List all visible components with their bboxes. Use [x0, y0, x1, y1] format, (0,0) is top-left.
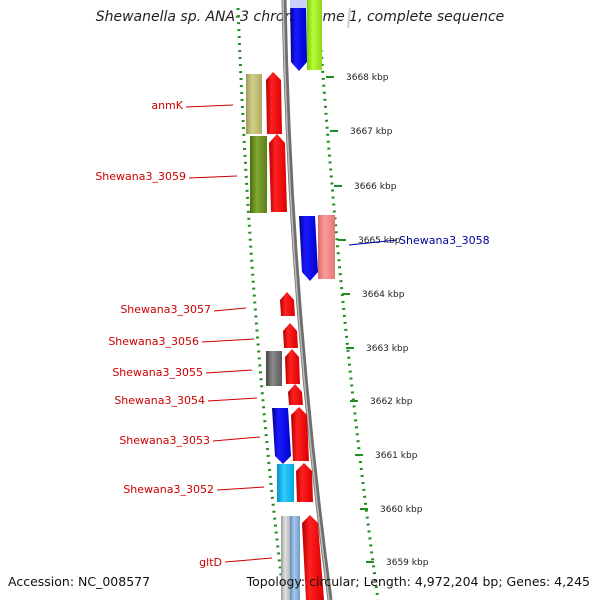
- gene-feature-3052-cyan[interactable]: [277, 464, 294, 502]
- label-leader-line: [201, 338, 255, 343]
- gene-feature-gltd-light[interactable]: [281, 516, 291, 600]
- gene-feature-3052[interactable]: [296, 463, 313, 502]
- label-leader-line: [212, 436, 261, 442]
- gene-feature-lime-top[interactable]: [307, 0, 322, 70]
- gene-feature-3053[interactable]: [272, 408, 291, 464]
- gene-feature-3059[interactable]: [269, 134, 287, 212]
- scale-tick-label: 3660 kbp: [380, 505, 423, 515]
- gene-label[interactable]: Shewana3_3052: [123, 483, 214, 496]
- gene-label[interactable]: Shewana3_3053: [119, 434, 210, 447]
- topology-text: Topology: circular; Length: 4,972,204 bp…: [246, 574, 590, 589]
- gene-feature-3055-gray[interactable]: [266, 351, 282, 386]
- label-leader-line: [205, 369, 253, 374]
- label-leader-line: [348, 239, 398, 246]
- gene-feature-3058-salmon[interactable]: [318, 215, 335, 279]
- scale-tick-label: 3666 kbp: [354, 182, 397, 192]
- gene-labels: anmK Shewana3_3059 Shewana3_3058 Shewana3_3…: [95, 99, 489, 569]
- scale-tick-label: 3663 kbp: [366, 344, 409, 354]
- gene-feature-anmk[interactable]: [266, 72, 282, 134]
- gene-label[interactable]: Shewana3_3055: [112, 366, 203, 379]
- gene-feature-gltd[interactable]: [302, 515, 324, 600]
- gene-label[interactable]: Shewana3_3054: [114, 394, 205, 407]
- gene-label[interactable]: Shewana3_3057: [120, 303, 211, 316]
- scale-tick-label: 3659 kbp: [386, 558, 429, 568]
- label-leader-lines: [185, 104, 398, 563]
- label-leader-line: [188, 175, 238, 179]
- gene-feature-3054[interactable]: [288, 384, 303, 405]
- gene-feature-3057[interactable]: [280, 292, 295, 316]
- gene-feature-gltd-steel[interactable]: [290, 516, 300, 600]
- scale-tick-label: 3661 kbp: [375, 451, 418, 461]
- label-leader-line: [185, 104, 234, 108]
- gene-feature-blue-top[interactable]: [290, 0, 307, 71]
- chromosome-backbone: [281, 0, 333, 600]
- label-leader-line: [213, 307, 247, 312]
- gene-label[interactable]: Shewana3_3058: [399, 234, 490, 247]
- scale-tick-label: 3668 kbp: [346, 73, 389, 83]
- gene-feature-lavender-top[interactable]: [290, 0, 307, 8]
- label-leader-line: [224, 557, 273, 563]
- scale-tick-label: 3664 kbp: [362, 290, 405, 300]
- label-leader-line: [216, 486, 265, 491]
- faint-ring-segment: [347, 7, 351, 29]
- gene-feature-3056[interactable]: [283, 323, 298, 348]
- gene-label[interactable]: anmK: [151, 99, 183, 112]
- gene-feature-3058[interactable]: [299, 216, 318, 281]
- scale-tick-label: 3667 kbp: [350, 127, 393, 137]
- scale-tick-label: 3665 kbp: [358, 236, 401, 246]
- gene-feature-3053-red[interactable]: [291, 407, 309, 461]
- accession-text: Accession: NC_008577: [8, 574, 151, 589]
- label-leader-line: [207, 397, 258, 402]
- gene-feature-3059-olive[interactable]: [250, 136, 267, 213]
- scale-tick-label: 3662 kbp: [370, 397, 413, 407]
- gene-feature-3055[interactable]: [285, 349, 300, 384]
- gene-label[interactable]: gltD: [199, 556, 222, 569]
- scale-ticks: 3668 kbp 3667 kbp 3666 kbp 3665 kbp 3664 kbp…: [326, 73, 429, 568]
- gene-feature-anmk-khaki[interactable]: [246, 74, 262, 134]
- gene-label[interactable]: Shewana3_3059: [95, 170, 186, 183]
- gene-label[interactable]: Shewana3_3056: [108, 335, 199, 348]
